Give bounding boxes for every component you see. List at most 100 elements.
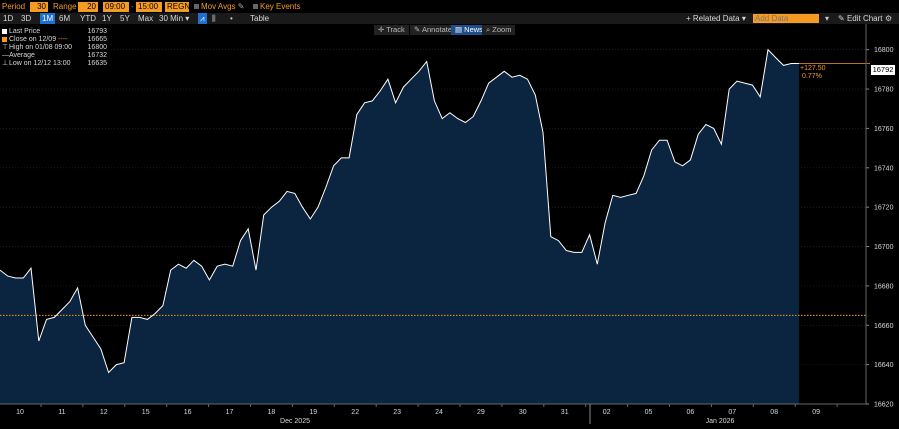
period-button-1d[interactable]: 1D <box>3 14 14 23</box>
add-data-input[interactable] <box>753 14 819 23</box>
price-point <box>92 336 93 337</box>
time-from-input[interactable]: 09:00 <box>103 2 129 12</box>
price-point <box>325 187 326 188</box>
price-point <box>302 207 303 208</box>
legend-value: 16800 <box>87 44 107 51</box>
price-point <box>310 218 311 219</box>
chevron-down-icon: ▾ <box>741 14 746 23</box>
price-point <box>573 252 574 253</box>
period-input[interactable]: 30 <box>30 2 48 12</box>
related-data-button[interactable]: + Related Data ▾ <box>686 13 746 24</box>
legend-label: Close on 12/09 <box>9 36 57 43</box>
price-point <box>635 193 636 194</box>
legend-label: Last Price <box>9 28 41 35</box>
chevron-down-icon[interactable]: ▾ <box>825 14 830 23</box>
session-select[interactable]: REGN <box>165 2 191 12</box>
track-tool[interactable]: ✛ Track <box>374 25 409 35</box>
y-tick-label: 16620 <box>874 402 894 409</box>
legend-row: Close on 12/09 ---- 16665 <box>2 36 107 44</box>
price-point <box>418 71 419 72</box>
price-point <box>341 157 342 158</box>
price-point <box>480 100 481 101</box>
legend-swatch-orange <box>2 36 7 42</box>
price-point <box>193 260 194 261</box>
period-button-1y[interactable]: 1Y <box>102 14 112 23</box>
news-tool[interactable]: ▤ News <box>451 25 487 35</box>
crosshair-icon: ✛ <box>378 25 387 34</box>
interval-select[interactable]: 30 Min ▾ <box>159 13 189 24</box>
x-tick-label: 12 <box>100 409 108 416</box>
x-tick-label: 06 <box>687 409 695 416</box>
price-point <box>504 71 505 72</box>
period-button-6m[interactable]: 6M <box>59 14 71 23</box>
legend-value: 16732 <box>87 52 107 59</box>
price-point <box>589 234 590 235</box>
price-point <box>15 277 16 278</box>
period-button-1m[interactable]: 1M <box>40 13 56 24</box>
gear-icon[interactable]: ⚙ <box>885 14 893 23</box>
mov-avgs-toggle[interactable]: Mov Avgs ✎ <box>194 1 244 12</box>
price-point <box>527 79 528 80</box>
annotate-tool[interactable]: ✎ Annotate <box>410 25 456 35</box>
price-point <box>100 348 101 349</box>
price-point <box>775 57 776 58</box>
x-tick-label: 24 <box>435 409 443 416</box>
price-point <box>380 90 381 91</box>
legend-row: ⊤High on 01/08 09:00 16800 <box>2 44 107 52</box>
period-button-max[interactable]: Max <box>138 14 154 23</box>
dropdown-icon[interactable]: • <box>230 14 233 23</box>
x-tick-label: 30 <box>519 409 527 416</box>
top-toolbar: Period 30 Range 20 09:00 - 15:00 REGN Mo… <box>0 0 899 14</box>
price-point <box>7 275 8 276</box>
price-point <box>744 83 745 84</box>
price-point <box>155 313 156 314</box>
x-tick-label: 16 <box>184 409 192 416</box>
price-point <box>232 266 233 267</box>
price-point <box>279 201 280 202</box>
edit-chart-button[interactable]: ✎ Edit Chart <box>838 13 883 24</box>
key-events-toggle[interactable]: Key Events <box>253 1 300 12</box>
price-point <box>356 114 357 115</box>
price-point <box>667 140 668 141</box>
range-label: Range <box>53 2 77 11</box>
annotate-label: Annotate <box>421 25 452 34</box>
price-point <box>690 159 691 160</box>
period-button-5y[interactable]: 5Y <box>120 14 130 23</box>
x-tick-label: 15 <box>142 409 150 416</box>
time-to-input[interactable]: 15:00 <box>136 2 162 12</box>
x-tick-label: 23 <box>393 409 401 416</box>
x-tick-label: 08 <box>770 409 778 416</box>
price-point <box>147 319 148 320</box>
price-point <box>767 49 768 50</box>
price-point <box>721 144 722 145</box>
price-point <box>255 270 256 271</box>
x-tick-label: 10 <box>16 409 24 416</box>
x-tick-label: 29 <box>477 409 485 416</box>
price-point <box>488 83 489 84</box>
mov-avgs-checkbox[interactable] <box>194 4 199 10</box>
price-point <box>620 197 621 198</box>
price-point <box>411 79 412 80</box>
y-tick-label: 16740 <box>874 165 894 172</box>
key-events-label: Key Events <box>260 2 301 11</box>
price-point <box>372 100 373 101</box>
key-events-checkbox[interactable] <box>253 4 258 10</box>
period-button-ytd[interactable]: YTD <box>80 14 96 23</box>
track-label: Track <box>386 25 405 34</box>
zoom-tool[interactable]: ⌕ Zoom <box>482 25 516 35</box>
chart-style-icon[interactable]: ⫼ <box>212 14 216 23</box>
period-button-3d[interactable]: 3D <box>21 14 32 23</box>
price-point <box>217 266 218 267</box>
pencil-icon[interactable]: ✎ <box>237 2 245 11</box>
price-point <box>263 214 264 215</box>
table-button[interactable]: Table <box>250 14 270 23</box>
legend-label: Average <box>9 52 35 59</box>
price-point <box>705 124 706 125</box>
chart-type-icon[interactable]: ⩘ <box>198 13 207 24</box>
month-label: Dec 2025 <box>280 418 310 425</box>
price-point <box>713 128 714 129</box>
y-tick-label: 16660 <box>874 323 894 330</box>
price-chart[interactable]: 16620 16640 16660 16680 16700 16720 16740 16760… <box>0 24 899 427</box>
range-input[interactable]: 20 <box>78 2 98 12</box>
price-point <box>395 102 396 103</box>
